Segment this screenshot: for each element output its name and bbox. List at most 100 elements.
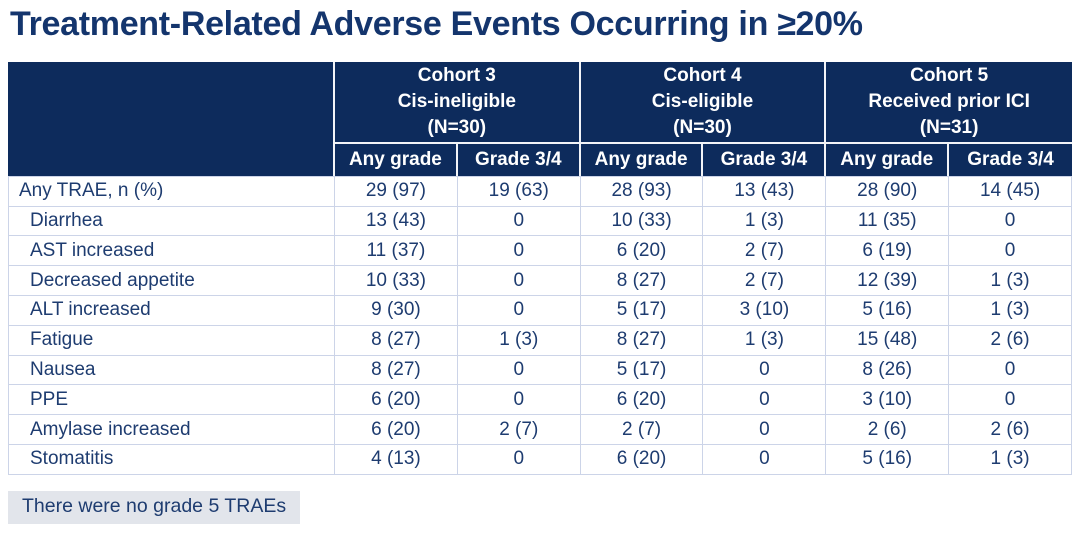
row-label: Amylase increased	[8, 415, 335, 445]
value-cell: 28 (90)	[826, 175, 950, 207]
grade-header: Any grade	[335, 143, 458, 176]
value-cell: 5 (17)	[580, 295, 704, 326]
table-row: PPE 6 (20) 0 6 (20) 0 3 (10) 0	[8, 385, 1072, 416]
value-cell: 0	[703, 415, 827, 445]
footnote: There were no grade 5 TRAEs	[8, 490, 301, 524]
row-label: PPE	[8, 385, 335, 416]
value-cell: 1 (3)	[949, 295, 1072, 326]
value-cell: 2 (6)	[949, 415, 1072, 445]
value-cell: 0	[457, 266, 581, 296]
cohort-5-name: Cohort 5	[910, 65, 989, 87]
table-row: Nausea 8 (27) 0 5 (17) 0 8 (26) 0	[8, 355, 1072, 386]
row-label: Stomatitis	[8, 444, 335, 475]
value-cell: 2 (7)	[580, 415, 704, 445]
value-cell: 10 (33)	[580, 206, 704, 237]
table-row: Any TRAE, n (%) 29 (97) 19 (63) 28 (93) 13 (…	[8, 175, 1072, 207]
row-label: ALT increased	[8, 295, 335, 326]
value-cell: 6 (20)	[580, 236, 704, 267]
cohort-3-name: Cohort 3	[417, 65, 496, 87]
value-cell: 2 (6)	[826, 415, 950, 445]
table-row: ALT increased 9 (30) 0 5 (17) 3 (10) 5 (16) 1 …	[8, 295, 1072, 326]
value-cell: 1 (3)	[949, 444, 1072, 475]
value-cell: 2 (7)	[703, 266, 827, 296]
table-row: AST increased 11 (37) 0 6 (20) 2 (7) 6 (19) 0	[8, 236, 1072, 267]
value-cell: 0	[949, 385, 1072, 416]
value-cell: 3 (10)	[826, 385, 950, 416]
value-cell: 5 (16)	[826, 444, 950, 475]
value-cell: 11 (37)	[335, 236, 458, 267]
value-cell: 2 (7)	[703, 236, 827, 267]
value-cell: 2 (7)	[457, 415, 581, 445]
value-cell: 0	[703, 385, 827, 416]
row-label: Any TRAE, n (%)	[8, 175, 335, 207]
value-cell: 0	[457, 444, 581, 475]
cohort-4-n: (N=30)	[673, 116, 732, 138]
grade-header: Grade 3/4	[703, 143, 827, 176]
value-cell: 10 (33)	[335, 266, 458, 296]
value-cell: 2 (6)	[949, 325, 1072, 356]
cohort-5-header: Cohort 5 Received prior ICI (N=31)	[826, 61, 1072, 144]
value-cell: 14 (45)	[949, 175, 1072, 207]
row-label: AST increased	[8, 236, 335, 267]
table-header: Cohort 3 Cis-ineligible (N=30) Cohort 4 …	[8, 61, 1072, 176]
cohort-5-subtitle: Received prior ICI	[868, 90, 1030, 112]
value-cell: 3 (10)	[703, 295, 827, 326]
table-row: Diarrhea 13 (43) 0 10 (33) 1 (3) 11 (35) 0	[8, 206, 1072, 237]
cohort-4-subtitle: Cis-eligible	[651, 90, 754, 112]
value-cell: 0	[703, 444, 827, 475]
value-cell: 1 (3)	[703, 206, 827, 237]
value-cell: 0	[457, 385, 581, 416]
value-cell: 5 (17)	[580, 355, 704, 386]
grade-header: Grade 3/4	[457, 143, 581, 176]
value-cell: 0	[457, 355, 581, 386]
value-cell: 8 (27)	[335, 355, 458, 386]
value-cell: 6 (20)	[335, 415, 458, 445]
grade-header: Grade 3/4	[949, 143, 1072, 176]
value-cell: 1 (3)	[949, 266, 1072, 296]
table-body: Any TRAE, n (%) 29 (97) 19 (63) 28 (93) 13 (…	[8, 175, 1072, 475]
page-title: Treatment-Related Adverse Events Occurri…	[10, 5, 863, 43]
value-cell: 13 (43)	[703, 175, 827, 207]
row-label: Diarrhea	[8, 206, 335, 237]
value-cell: 1 (3)	[457, 325, 581, 356]
value-cell: 0	[457, 295, 581, 326]
cohort-3-header: Cohort 3 Cis-ineligible (N=30)	[335, 61, 581, 144]
value-cell: 6 (20)	[335, 385, 458, 416]
value-cell: 12 (39)	[826, 266, 950, 296]
value-cell: 8 (27)	[580, 325, 704, 356]
cohort-header-row: Cohort 3 Cis-ineligible (N=30) Cohort 4 …	[8, 61, 1072, 176]
value-cell: 0	[949, 236, 1072, 267]
value-cell: 0	[949, 206, 1072, 237]
value-cell: 0	[703, 355, 827, 386]
grade-header-row: Any grade Grade 3/4 Any grade Grade 3/4 …	[8, 143, 1072, 176]
value-cell: 11 (35)	[826, 206, 950, 237]
table-row: Amylase increased 6 (20) 2 (7) 2 (7) 0 2 (6) 2…	[8, 415, 1072, 445]
row-label: Nausea	[8, 355, 335, 386]
cohort-4-name: Cohort 4	[663, 65, 742, 87]
value-cell: 15 (48)	[826, 325, 950, 356]
value-cell: 8 (27)	[580, 266, 704, 296]
value-cell: 8 (26)	[826, 355, 950, 386]
table-row: Decreased appetite 10 (33) 0 8 (27) 2 (7) 12 …	[8, 266, 1072, 296]
grade-header: Any grade	[826, 143, 950, 176]
grade-header: Any grade	[580, 143, 704, 176]
value-cell: 5 (16)	[826, 295, 950, 326]
value-cell: 8 (27)	[335, 325, 458, 356]
adverse-events-table: Cohort 3 Cis-ineligible (N=30) Cohort 4 …	[8, 61, 1072, 475]
cohort-3-n: (N=30)	[427, 116, 487, 138]
value-cell: 4 (13)	[335, 444, 458, 475]
value-cell: 6 (20)	[580, 385, 704, 416]
row-label: Decreased appetite	[8, 266, 335, 296]
value-cell: 6 (19)	[826, 236, 950, 267]
value-cell: 1 (3)	[703, 325, 827, 356]
table-row: Stomatitis 4 (13) 0 6 (20) 0 5 (16) 1 (3)	[8, 444, 1072, 475]
value-cell: 28 (93)	[580, 175, 704, 207]
value-cell: 0	[457, 206, 581, 237]
cohort-3-subtitle: Cis-ineligible	[397, 90, 516, 112]
cohort-5-n: (N=31)	[919, 116, 979, 138]
cohort-4-header: Cohort 4 Cis-eligible (N=30)	[580, 61, 827, 144]
value-cell: 0	[457, 236, 581, 267]
value-cell: 9 (30)	[335, 295, 458, 326]
value-cell: 19 (63)	[457, 175, 581, 207]
value-cell: 0	[949, 355, 1072, 386]
